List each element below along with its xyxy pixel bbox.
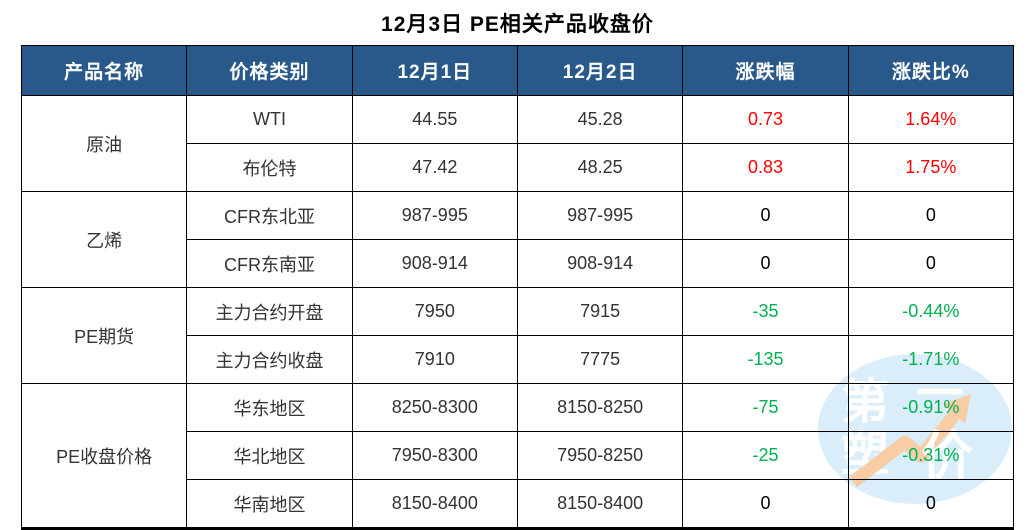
- change-cell: -25: [682, 431, 849, 480]
- table-row: 原油 WTI 44.55 45.28 0.73 1.64%: [20, 95, 1015, 192]
- category-cell: 华北地区: [186, 431, 353, 480]
- change-cell: 0: [682, 191, 849, 240]
- category-cell: 华东地区: [186, 383, 353, 432]
- dec1-cell: 7910: [351, 335, 518, 384]
- change-cell: 0: [682, 239, 849, 288]
- category-cell: 华南地区: [186, 479, 353, 529]
- col-header-dec1: 12月1日: [351, 45, 518, 96]
- dec2-cell: 7915: [516, 287, 684, 336]
- change-cell: 0.83: [682, 143, 849, 192]
- change-pct-cell: 0: [847, 191, 1015, 240]
- dec1-cell: 47.42: [351, 143, 518, 192]
- change-pct-cell: 1.64%: [847, 95, 1015, 144]
- category-cell: CFR东北亚: [186, 191, 353, 240]
- table-row: PE期货 主力合约开盘 7950 7915 -35 -0.44%: [20, 287, 1015, 384]
- category-cell: CFR东南亚: [186, 239, 353, 288]
- dec2-cell: 48.25: [516, 143, 684, 192]
- dec2-cell: 45.28: [516, 95, 684, 144]
- change-pct-cell: -0.44%: [847, 287, 1015, 336]
- change-cell: 0.73: [682, 95, 849, 144]
- change-pct-cell: -1.71%: [847, 335, 1015, 384]
- col-header-category: 价格类别: [186, 45, 353, 96]
- dec1-cell: 7950-8300: [351, 431, 518, 480]
- category-cell: 主力合约开盘: [186, 287, 353, 336]
- dec1-cell: 8150-8400: [351, 479, 518, 529]
- table-row: PE收盘价格 华东地区 8250-8300 8150-8250 -75 -0.9…: [20, 383, 1015, 529]
- product-group-cell: 乙烯: [20, 191, 188, 288]
- category-cell: WTI: [186, 95, 353, 144]
- dec1-cell: 44.55: [351, 95, 518, 144]
- col-header-pct: 涨跌比%: [847, 45, 1015, 96]
- product-group-cell: PE期货: [20, 287, 188, 384]
- dec1-cell: 908-914: [351, 239, 518, 288]
- product-group-cell: 原油: [20, 95, 188, 192]
- dec2-cell: 8150-8400: [516, 479, 684, 529]
- change-pct-cell: -0.91%: [847, 383, 1015, 432]
- dec1-cell: 8250-8300: [351, 383, 518, 432]
- col-header-change: 涨跌幅: [682, 45, 849, 96]
- dec2-cell: 908-914: [516, 239, 684, 288]
- change-cell: -75: [682, 383, 849, 432]
- dec1-cell: 987-995: [351, 191, 518, 240]
- header-row: 产品名称 价格类别 12月1日 12月2日 涨跌幅 涨跌比%: [20, 45, 1015, 96]
- change-cell: 0: [682, 479, 849, 529]
- table-row: 乙烯 CFR东北亚 987-995 987-995 0 0: [20, 191, 1015, 288]
- change-pct-cell: 0: [847, 239, 1015, 288]
- dec2-cell: 987-995: [516, 191, 684, 240]
- change-pct-cell: 1.75%: [847, 143, 1015, 192]
- col-header-product: 产品名称: [20, 45, 188, 96]
- dec2-cell: 7775: [516, 335, 684, 384]
- table-row: 华南地区 8150-8400 8150-8400 0 0: [22, 479, 1015, 529]
- category-cell: 布伦特: [186, 143, 353, 192]
- dec1-cell: 7950: [351, 287, 518, 336]
- dec2-cell: 7950-8250: [516, 431, 684, 480]
- change-cell: -135: [682, 335, 849, 384]
- page-title: 12月3日 PE相关产品收盘价: [381, 13, 654, 36]
- change-cell: -35: [682, 287, 849, 336]
- dec2-cell: 8150-8250: [516, 383, 684, 432]
- category-cell: 主力合约收盘: [186, 335, 353, 384]
- price-table: 产品名称 价格类别 12月1日 12月2日 涨跌幅 涨跌比% 原油 WTI 44…: [20, 45, 1015, 530]
- change-pct-cell: 0: [847, 479, 1015, 529]
- col-header-dec2: 12月2日: [516, 45, 684, 96]
- product-group-cell: PE收盘价格: [20, 383, 188, 529]
- change-pct-cell: -0.31%: [847, 431, 1015, 480]
